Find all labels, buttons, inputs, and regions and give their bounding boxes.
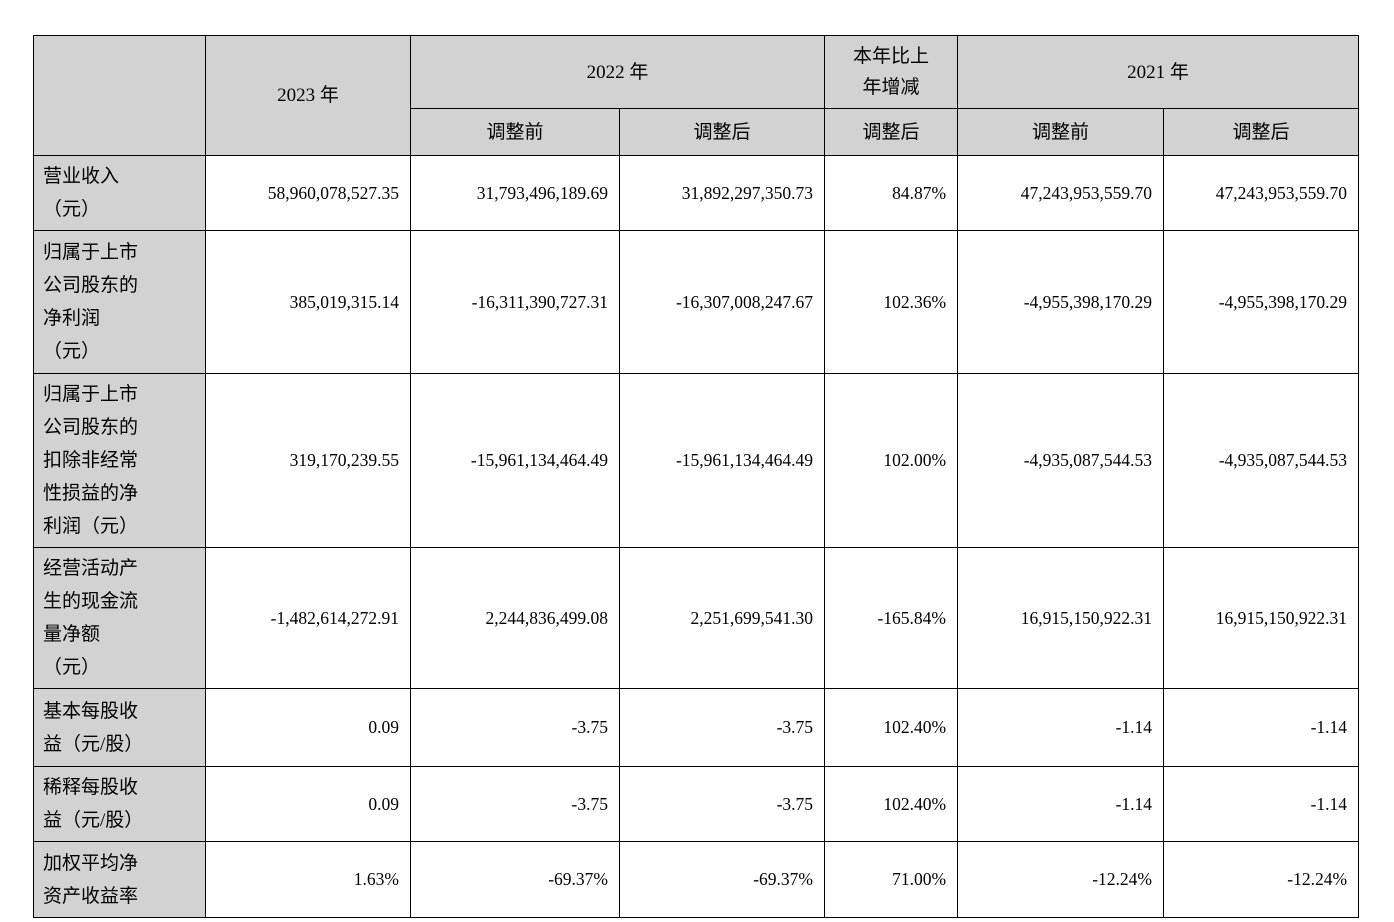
cell-value: -4,955,398,170.29 bbox=[1163, 230, 1360, 374]
cell-value: -15,961,134,464.49 bbox=[410, 373, 620, 548]
table-row-operating-revenue: 营业收入 （元） 58,960,078,527.35 31,793,496,18… bbox=[33, 155, 1360, 231]
cell-value: -69.37% bbox=[618, 841, 826, 918]
subheader-2022-before-adjust: 调整前 bbox=[410, 108, 620, 156]
cell-value: -3.75 bbox=[618, 766, 826, 842]
table-row-weighted-avg-roe: 加权平均净 资产收益率 1.63% -69.37% -69.37% 71.00%… bbox=[33, 841, 1360, 918]
cell-value: -1.14 bbox=[1163, 766, 1360, 842]
cell-value: -1.14 bbox=[1163, 688, 1360, 767]
cell-value: -4,955,398,170.29 bbox=[957, 230, 1165, 374]
cell-value: -12.24% bbox=[957, 841, 1165, 918]
corner-cell bbox=[33, 35, 206, 156]
cell-value: 102.40% bbox=[824, 766, 959, 842]
cell-value: 47,243,953,559.70 bbox=[1163, 155, 1360, 231]
cell-value: -16,307,008,247.67 bbox=[618, 230, 826, 374]
row-label: 加权平均净 资产收益率 bbox=[33, 841, 206, 918]
cell-value: -15,961,134,464.49 bbox=[618, 373, 826, 548]
header-row-adjustments: 调整前 调整后 调整后 调整前 调整后 bbox=[34, 108, 1360, 156]
cell-value: 319,170,239.55 bbox=[205, 373, 411, 548]
cell-value: -3.75 bbox=[410, 766, 620, 842]
cell-value: 16,915,150,922.31 bbox=[957, 547, 1165, 689]
cell-value: 16,915,150,922.31 bbox=[1163, 547, 1360, 689]
cell-value: -3.75 bbox=[410, 688, 620, 767]
cell-value: 1.63% bbox=[205, 841, 411, 918]
cell-value: -1.14 bbox=[957, 766, 1165, 842]
row-label: 稀释每股收 益（元/股） bbox=[33, 766, 206, 842]
row-label: 归属于上市 公司股东的 扣除非经常 性损益的净 利润（元） bbox=[33, 373, 206, 548]
subheader-2021-after-adjust: 调整后 bbox=[1163, 108, 1360, 156]
cell-value: 47,243,953,559.70 bbox=[957, 155, 1165, 231]
subheader-2022-after-adjust: 调整后 bbox=[618, 108, 826, 156]
cell-value: 31,892,297,350.73 bbox=[618, 155, 826, 231]
table-row-operating-cash-flow: 经营活动产 生的现金流 量净额 （元） -1,482,614,272.91 2,… bbox=[33, 547, 1360, 689]
col-header-2022: 2022 年 bbox=[409, 35, 826, 109]
cell-value: 31,793,496,189.69 bbox=[410, 155, 620, 231]
cell-value: -4,935,087,544.53 bbox=[957, 373, 1165, 548]
cell-value: 0.09 bbox=[205, 688, 411, 767]
col-header-yoy-change: 本年比上 年增减 bbox=[824, 35, 959, 109]
col-header-2023: 2023 年 bbox=[205, 35, 411, 156]
cell-value: 71.00% bbox=[824, 841, 959, 918]
cell-value: 385,019,315.14 bbox=[205, 230, 411, 374]
row-label: 归属于上市 公司股东的 净利润 （元） bbox=[33, 230, 206, 374]
cell-value: -16,311,390,727.31 bbox=[410, 230, 620, 374]
cell-value: -1.14 bbox=[957, 688, 1165, 767]
table-row-net-profit-excl-nonrecurring: 归属于上市 公司股东的 扣除非经常 性损益的净 利润（元） 319,170,23… bbox=[33, 373, 1360, 548]
row-label: 经营活动产 生的现金流 量净额 （元） bbox=[33, 547, 206, 689]
subheader-2021-before-adjust: 调整前 bbox=[957, 108, 1165, 156]
col-header-2021: 2021 年 bbox=[957, 35, 1360, 109]
cell-value: 58,960,078,527.35 bbox=[205, 155, 411, 231]
cell-value: -12.24% bbox=[1163, 841, 1360, 918]
cell-value: -3.75 bbox=[618, 688, 826, 767]
financial-summary-table: 2023 年 2022 年 本年比上 年增减 2021 年 调整前 调整后 调整… bbox=[33, 35, 1360, 918]
cell-value: 0.09 bbox=[205, 766, 411, 842]
cell-value: -1,482,614,272.91 bbox=[205, 547, 411, 689]
cell-value: 2,244,836,499.08 bbox=[410, 547, 620, 689]
cell-value: -4,935,087,544.53 bbox=[1163, 373, 1360, 548]
row-label: 营业收入 （元） bbox=[33, 155, 206, 231]
header-row-years: 2023 年 2022 年 本年比上 年增减 2021 年 bbox=[33, 35, 1360, 156]
cell-value: 102.40% bbox=[824, 688, 959, 767]
row-label: 基本每股收 益（元/股） bbox=[33, 688, 206, 767]
cell-value: -69.37% bbox=[410, 841, 620, 918]
cell-value: 84.87% bbox=[824, 155, 959, 231]
table-row-basic-eps: 基本每股收 益（元/股） 0.09 -3.75 -3.75 102.40% -1… bbox=[33, 688, 1360, 767]
cell-value: -165.84% bbox=[824, 547, 959, 689]
subheader-change-after-adjust: 调整后 bbox=[824, 108, 959, 156]
table-row-net-profit-attributable: 归属于上市 公司股东的 净利润 （元） 385,019,315.14 -16,3… bbox=[33, 230, 1360, 374]
table-row-diluted-eps: 稀释每股收 益（元/股） 0.09 -3.75 -3.75 102.40% -1… bbox=[33, 766, 1360, 842]
cell-value: 2,251,699,541.30 bbox=[618, 547, 826, 689]
cell-value: 102.00% bbox=[824, 373, 959, 548]
cell-value: 102.36% bbox=[824, 230, 959, 374]
